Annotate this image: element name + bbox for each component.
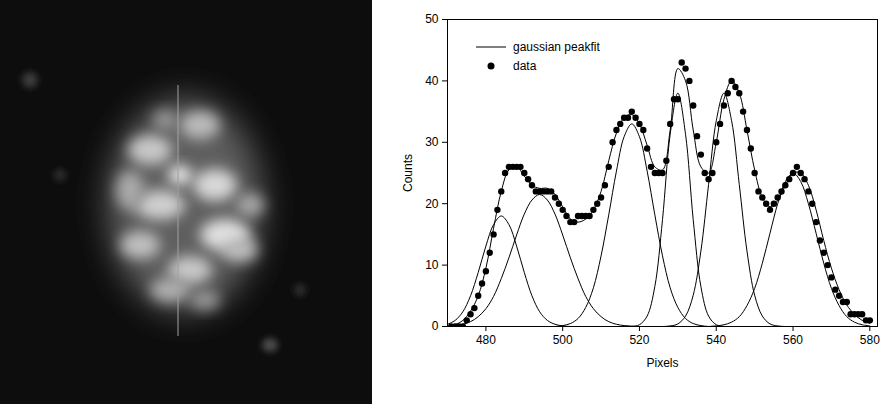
html-text:gaussian peakfit: gaussian peakfit: [513, 39, 600, 54]
svg-text:Pixels: Pixels: [646, 356, 678, 370]
svg-text:30: 30: [425, 135, 439, 149]
html-text:data: data: [513, 58, 537, 73]
svg-text:50: 50: [425, 12, 439, 26]
svg-text:0: 0: [432, 319, 439, 333]
svg-text:20: 20: [425, 197, 439, 211]
svg-text:500: 500: [553, 333, 573, 347]
svg-text:520: 520: [629, 333, 649, 347]
svg-text:580: 580: [860, 333, 880, 347]
svg-text:540: 540: [706, 333, 726, 347]
svg-text:Counts: Counts: [401, 154, 415, 192]
svg-text:480: 480: [476, 333, 496, 347]
svg-text:40: 40: [425, 74, 439, 88]
svg-text:560: 560: [783, 333, 803, 347]
svg-text:10: 10: [425, 258, 439, 272]
